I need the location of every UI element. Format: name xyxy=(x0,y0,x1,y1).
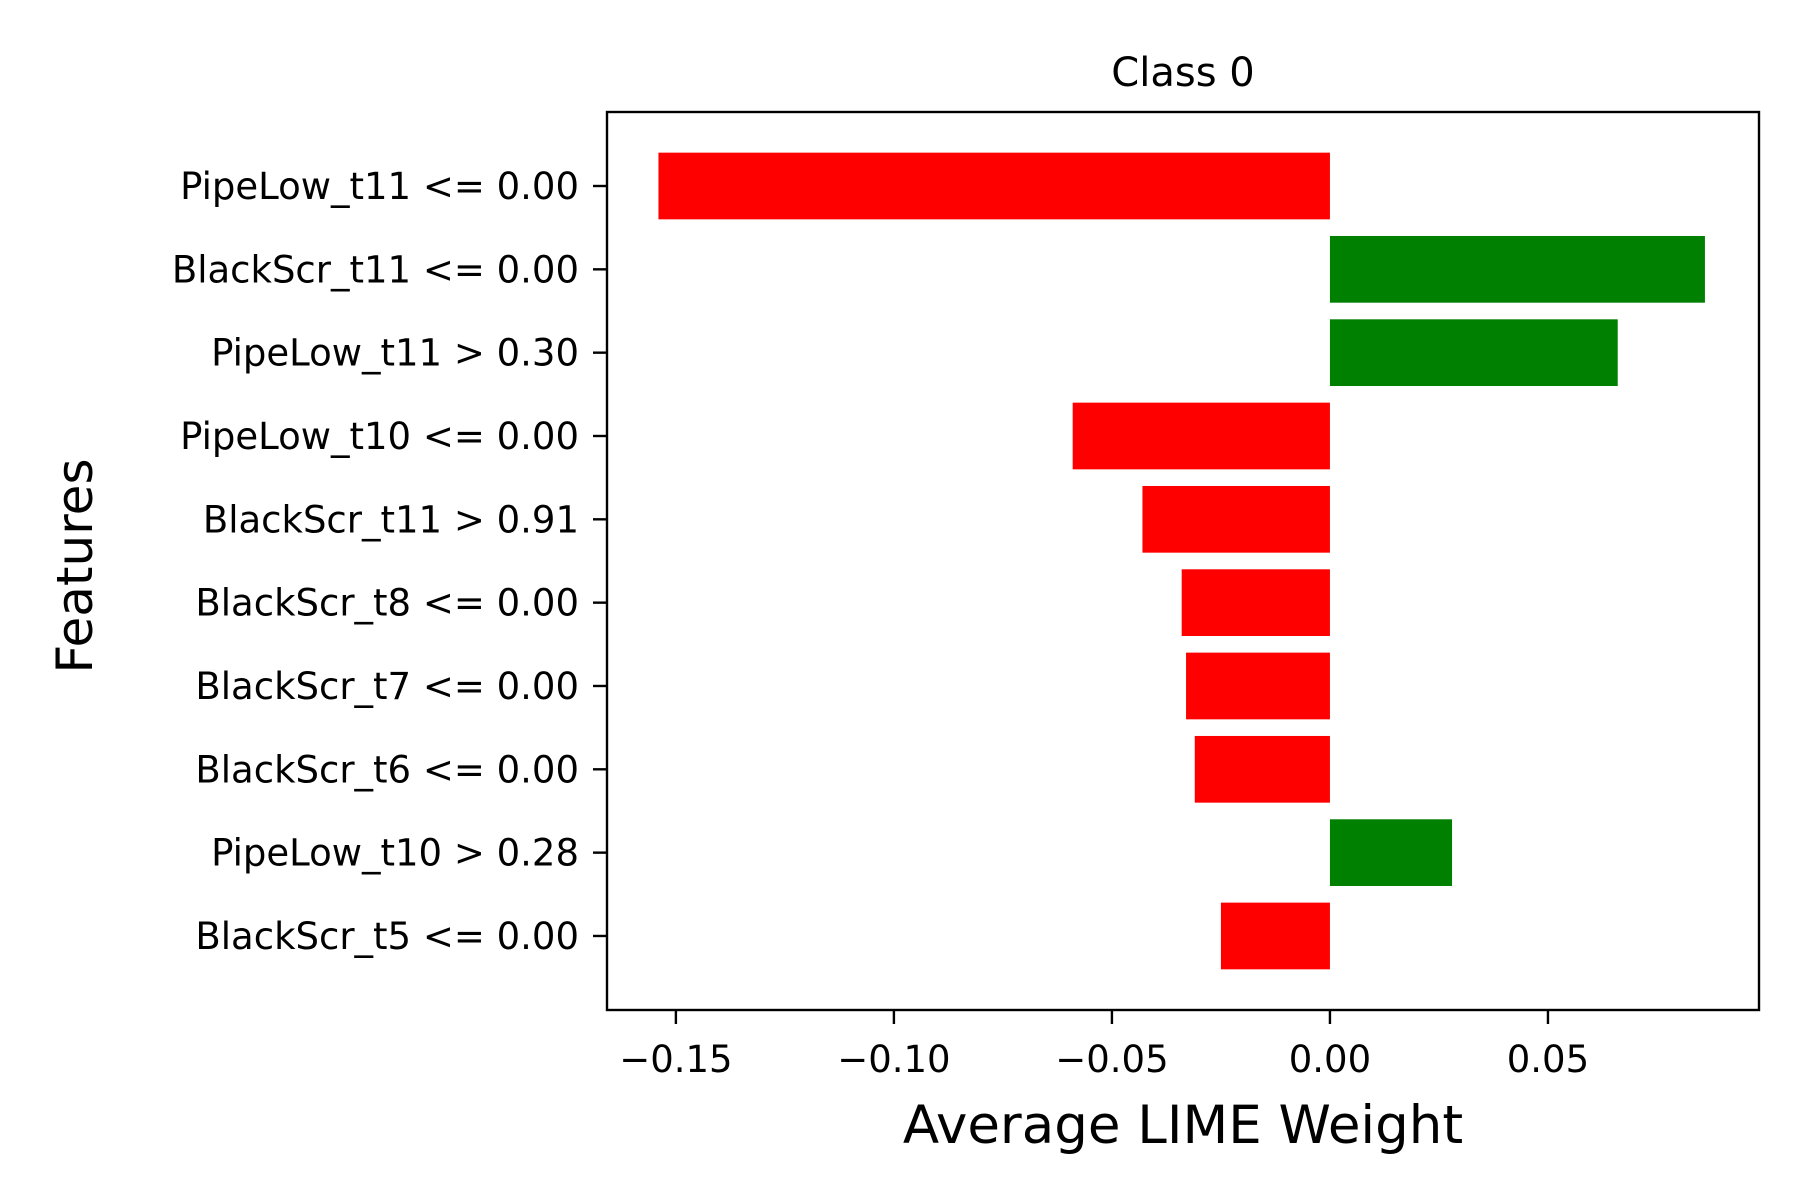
y-axis-label: Features xyxy=(46,459,104,674)
bar-9 xyxy=(1329,819,1453,886)
y-tick-label: PipeLow_t11 <= 0.00 xyxy=(180,165,579,208)
bar-4 xyxy=(1072,402,1330,470)
y-tick-label: BlackScr_t7 <= 0.00 xyxy=(195,665,579,708)
chart-title: Class 0 xyxy=(1111,50,1254,96)
bar-10 xyxy=(1220,902,1330,970)
x-tick-label: −0.10 xyxy=(837,1038,950,1081)
x-tick-label: 0.00 xyxy=(1289,1038,1371,1081)
x-axis-ticks: −0.15 −0.10 −0.05 0.00 0.05 xyxy=(619,1010,1589,1081)
y-axis-ticks: PipeLow_t11 <= 0.00 BlackScr_t11 <= 0.00 P… xyxy=(172,165,607,958)
y-tick-label: PipeLow_t10 > 0.28 xyxy=(211,832,579,875)
bar-series xyxy=(658,152,1705,970)
x-tick-label: 0.05 xyxy=(1507,1038,1589,1081)
y-tick-label: BlackScr_t8 <= 0.00 xyxy=(195,582,579,625)
bar-1 xyxy=(658,152,1330,220)
x-tick-label: −0.05 xyxy=(1055,1038,1168,1081)
y-tick-label: BlackScr_t11 <= 0.00 xyxy=(172,248,579,291)
bar-6 xyxy=(1181,569,1330,636)
bar-7 xyxy=(1186,652,1330,720)
bar-8 xyxy=(1194,735,1330,803)
y-tick-label: PipeLow_t10 <= 0.00 xyxy=(180,415,579,458)
y-tick-label: BlackScr_t6 <= 0.00 xyxy=(195,748,579,791)
plot-frame xyxy=(605,110,1761,1012)
x-axis-label: Average LIME Weight xyxy=(903,1095,1463,1156)
y-tick-label: BlackScr_t11 > 0.91 xyxy=(203,498,579,541)
x-tick-label: −0.15 xyxy=(619,1038,732,1081)
bar-3 xyxy=(1329,319,1618,387)
bar-2 xyxy=(1329,235,1705,303)
y-tick-label: BlackScr_t5 <= 0.00 xyxy=(195,915,579,958)
y-tick-label: PipeLow_t11 > 0.30 xyxy=(211,332,579,375)
bar-5 xyxy=(1142,485,1330,553)
